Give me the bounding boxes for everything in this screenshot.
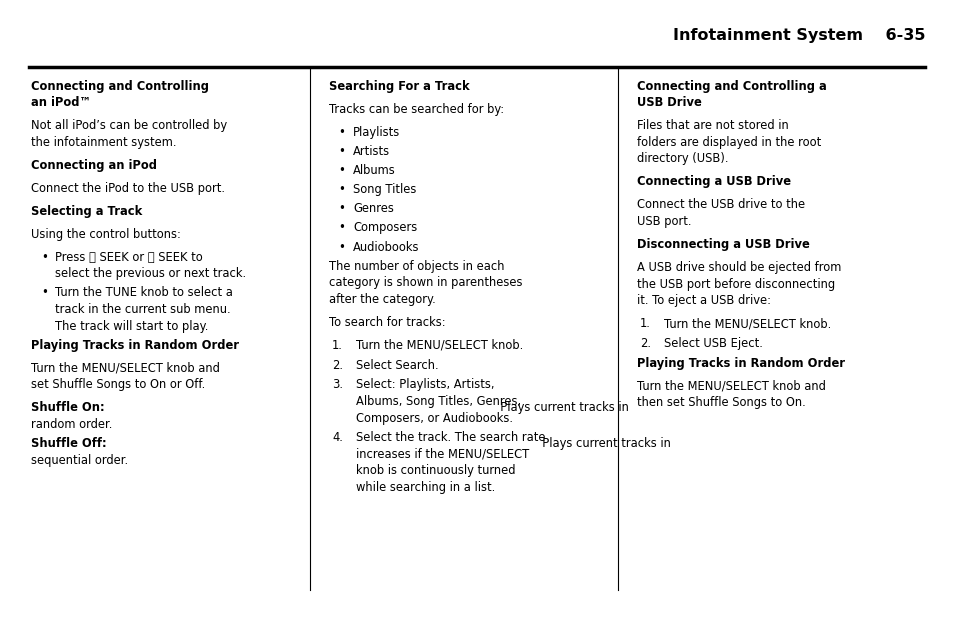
Text: Genres: Genres [353,202,394,215]
Text: after the category.: after the category. [329,293,436,306]
Text: Turn the TUNE knob to select a: Turn the TUNE knob to select a [55,286,233,299]
Text: Shuffle Off:: Shuffle Off: [31,437,107,450]
Text: •: • [338,202,345,215]
Text: •: • [41,251,48,263]
Text: 1.: 1. [639,317,650,330]
Text: 4.: 4. [332,431,342,444]
Text: •: • [338,241,345,253]
Text: A USB drive should be ejected from: A USB drive should be ejected from [637,261,841,274]
Text: while searching in a list.: while searching in a list. [355,481,495,494]
Text: category is shown in parentheses: category is shown in parentheses [329,276,522,289]
Text: Searching For a Track: Searching For a Track [329,80,469,93]
Text: 2.: 2. [332,359,343,371]
Text: 3.: 3. [332,378,343,391]
Text: Connecting and Controlling: Connecting and Controlling [31,80,210,93]
Text: increases if the MENU/SELECT: increases if the MENU/SELECT [355,448,529,461]
Text: Files that are not stored in: Files that are not stored in [637,119,788,132]
Text: To search for tracks:: To search for tracks: [329,316,445,329]
Text: Plays current tracks in: Plays current tracks in [535,437,670,450]
Text: Connect the USB drive to the: Connect the USB drive to the [637,198,804,211]
Text: Song Titles: Song Titles [353,183,416,196]
Text: select the previous or next track.: select the previous or next track. [55,267,246,280]
Text: Albums, Song Titles, Genres,: Albums, Song Titles, Genres, [355,395,520,408]
Text: Shuffle On:: Shuffle On: [31,401,105,414]
Text: Playing Tracks in Random Order: Playing Tracks in Random Order [31,339,239,352]
Text: Composers, or Audiobooks.: Composers, or Audiobooks. [355,412,513,424]
Text: Press ⏮ SEEK or ⏭ SEEK to: Press ⏮ SEEK or ⏭ SEEK to [55,251,203,263]
Text: Connecting an iPod: Connecting an iPod [31,159,157,172]
Text: sequential order.: sequential order. [31,454,129,466]
Text: Playlists: Playlists [353,126,400,138]
Text: folders are displayed in the root: folders are displayed in the root [637,136,821,149]
Text: •: • [338,183,345,196]
Text: Turn the MENU/SELECT knob and: Turn the MENU/SELECT knob and [31,362,220,375]
Text: Select the track. The search rate: Select the track. The search rate [355,431,545,444]
Text: Turn the MENU/SELECT knob.: Turn the MENU/SELECT knob. [355,339,522,352]
Text: Select: Playlists, Artists,: Select: Playlists, Artists, [355,378,494,391]
Text: Not all iPod’s can be controlled by: Not all iPod’s can be controlled by [31,119,228,132]
Text: Composers: Composers [353,221,416,234]
Text: it. To eject a USB drive:: it. To eject a USB drive: [637,294,770,307]
Text: Connecting a USB Drive: Connecting a USB Drive [637,175,790,188]
Text: directory (USB).: directory (USB). [637,152,728,165]
Text: Audiobooks: Audiobooks [353,241,419,253]
Text: Disconnecting a USB Drive: Disconnecting a USB Drive [637,238,809,251]
Text: Plays current tracks in: Plays current tracks in [493,401,628,414]
Text: Turn the MENU/SELECT knob and: Turn the MENU/SELECT knob and [637,380,825,392]
Text: Tracks can be searched for by:: Tracks can be searched for by: [329,103,504,115]
Text: Select USB Eject.: Select USB Eject. [663,337,762,350]
Text: •: • [41,286,48,299]
Text: 2.: 2. [639,337,651,350]
Text: Albums: Albums [353,164,395,177]
Text: Artists: Artists [353,145,390,158]
Text: random order.: random order. [31,418,112,431]
Text: Turn the MENU/SELECT knob.: Turn the MENU/SELECT knob. [663,317,830,330]
Text: •: • [338,126,345,138]
Text: Connect the iPod to the USB port.: Connect the iPod to the USB port. [31,182,225,195]
Text: the infotainment system.: the infotainment system. [31,136,177,149]
Text: knob is continuously turned: knob is continuously turned [355,464,515,477]
Text: set Shuffle Songs to On or Off.: set Shuffle Songs to On or Off. [31,378,206,391]
Text: Playing Tracks in Random Order: Playing Tracks in Random Order [637,357,844,369]
Text: •: • [338,221,345,234]
Text: The number of objects in each: The number of objects in each [329,260,504,272]
Text: track in the current sub menu.: track in the current sub menu. [55,303,231,316]
Text: The track will start to play.: The track will start to play. [55,320,209,332]
Text: an iPod™: an iPod™ [31,96,91,109]
Text: Infotainment System    6-35: Infotainment System 6-35 [672,27,924,43]
Text: •: • [338,145,345,158]
Text: Selecting a Track: Selecting a Track [31,205,143,218]
Text: USB Drive: USB Drive [637,96,701,109]
Text: 1.: 1. [332,339,342,352]
Text: Using the control buttons:: Using the control buttons: [31,228,181,241]
Text: the USB port before disconnecting: the USB port before disconnecting [637,278,835,290]
Text: Connecting and Controlling a: Connecting and Controlling a [637,80,826,93]
Text: •: • [338,164,345,177]
Text: then set Shuffle Songs to On.: then set Shuffle Songs to On. [637,396,805,409]
Text: Select Search.: Select Search. [355,359,438,371]
Text: USB port.: USB port. [637,215,691,228]
